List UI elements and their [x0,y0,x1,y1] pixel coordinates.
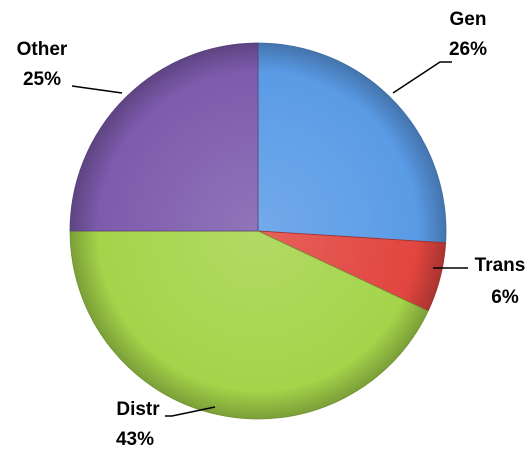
slice-label: Gen [450,9,487,30]
pie-slice [69,42,259,232]
pie-slice [69,230,429,420]
leader-line [392,61,452,94]
value-label: 25% [23,69,61,90]
slice-label: Distr [116,399,160,420]
slice-label: Trans [475,255,526,276]
value-label: 6% [491,287,519,308]
pie-slice [257,42,447,244]
slice-label: Other [17,39,68,60]
leader-line [71,85,123,94]
value-label: 26% [449,39,487,60]
leader-line [165,406,216,417]
value-label: 43% [116,429,154,450]
